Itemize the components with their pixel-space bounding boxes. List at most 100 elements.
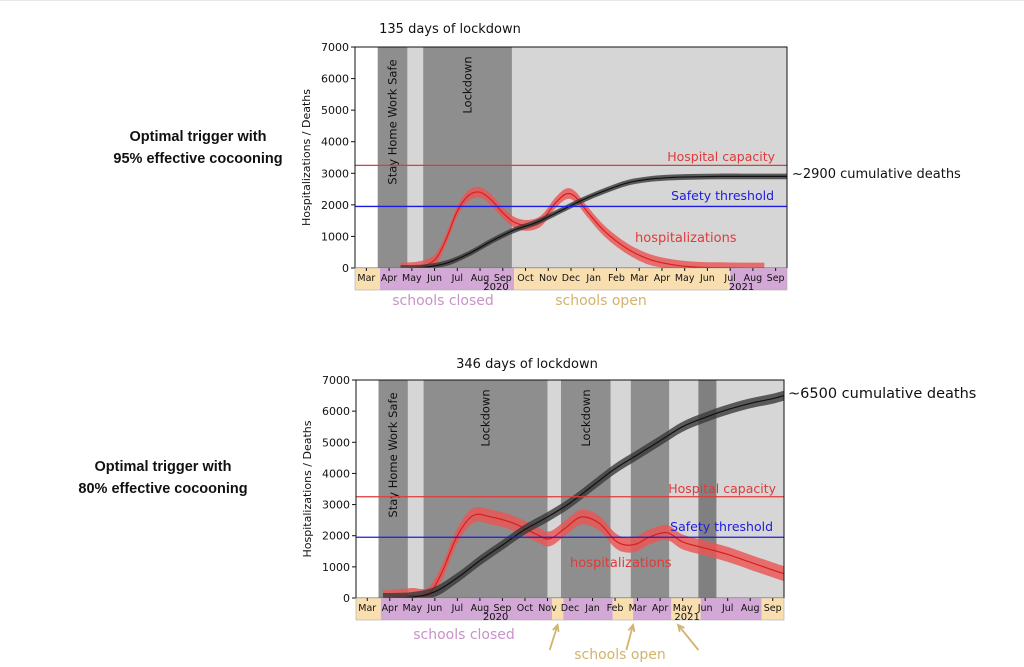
panel1-y-tick-label: 4000 <box>321 136 349 149</box>
panel1-title: 135 days of lockdown <box>379 22 521 37</box>
panel1-month-label: Sep <box>767 273 785 284</box>
panel1-month-label: Apr <box>654 273 671 284</box>
panel1-y-tick-label: 0 <box>342 262 349 275</box>
panel2-month-label: Dec <box>561 603 579 614</box>
panel1-y-tick-label: 1000 <box>321 230 349 243</box>
panel1-deaths-note: ~2900 cumulative deaths <box>792 167 961 182</box>
panel1-month-label: Mar <box>357 273 375 284</box>
panel2-month-label: May <box>402 603 422 614</box>
panel1-plot-layer: Stay Home Work Safe Lockdown 0 1000 2000 3000… <box>300 41 788 293</box>
panel2-schools-closed-segment <box>633 598 672 620</box>
panel2-schools-open-segment <box>671 598 701 620</box>
panel2-title: 346 days of lockdown <box>456 357 598 372</box>
panel2-month-label: Jul <box>451 603 463 614</box>
panel1-month-label: Feb <box>608 273 625 284</box>
panel1-intervention-period <box>377 47 408 268</box>
panel2-month-label: Aug <box>741 603 760 614</box>
top-border <box>0 0 1024 1</box>
panel2-schools-open-segment <box>356 598 381 620</box>
panel1-side-label: Optimal trigger with 95% effective cocoo… <box>88 126 308 170</box>
panel2-y-tick-label: 5000 <box>322 436 350 449</box>
panel2-y-tick-label: 4000 <box>322 467 350 480</box>
panel1-month-label: Nov <box>539 273 558 284</box>
panel1-month-label: Mar <box>630 273 648 284</box>
panel2-month-label: Mar <box>629 603 647 614</box>
panel2-y-axis-label: Hospitalizations / Deaths <box>301 420 314 557</box>
panel2-schools-open-arrow <box>548 624 559 651</box>
panel2-month-label: Aug <box>471 603 490 614</box>
panel2-plot-layer: Stay Home Work Safe Lockdown Lockdown 0 1000… <box>301 374 785 651</box>
panel2-month-label: Apr <box>652 603 669 614</box>
panel2-year-label: 2021 <box>674 612 699 623</box>
panel2-month-label: Feb <box>607 603 624 614</box>
panel1-threshold-label: Safety threshold <box>671 188 774 203</box>
panel1-period-label: Lockdown <box>461 56 475 113</box>
panel2-pre-intervention-region <box>356 380 379 598</box>
panel2-y-tick-label: 2000 <box>322 530 350 543</box>
panel1-period-label: Stay Home Work Safe <box>386 59 400 184</box>
panel1-intervention-period <box>423 47 512 268</box>
panel1-schools-closed-label: schools closed <box>392 293 494 309</box>
panel1-month-label: Jan <box>585 273 601 284</box>
panel2-month-label: Nov <box>538 603 557 614</box>
panel2-schools-open-segment <box>612 598 634 620</box>
panel2-hosp-label: hospitalizations <box>570 556 672 571</box>
panel1-month-label: Jun <box>426 273 442 284</box>
panel1-y-tick-label: 6000 <box>321 73 349 86</box>
panel1-side-label-line2: 95% effective cocooning <box>113 151 283 167</box>
panel1-schools-closed-segment <box>380 268 515 290</box>
panel2-side-label-line1: Optimal trigger with <box>94 459 232 475</box>
panel2-month-label: Jun <box>697 603 713 614</box>
panel1-schools-open-label: schools open <box>555 293 647 309</box>
panel1-month-label: Jul <box>451 273 463 284</box>
panel1-schools-open-segment <box>514 268 731 290</box>
panel1-year-label: 2021 <box>729 282 754 293</box>
panel2-chart: 346 days of lockdown Stay Home Work Safe… <box>301 357 785 663</box>
panel2-month-label: Oct <box>517 603 534 614</box>
panel2-month-label: Apr <box>382 603 399 614</box>
panel1-month-label: Aug <box>744 273 763 284</box>
panel2-threshold-label: Safety threshold <box>670 519 773 534</box>
panel1-y-tick-label: 5000 <box>321 104 349 117</box>
panel2-month-label: Jan <box>584 603 600 614</box>
panel2-deaths-line <box>382 395 785 599</box>
panel1-capacity-label: Hospital capacity <box>667 149 775 164</box>
panel2-month-label: Jul <box>721 603 733 614</box>
panel2-period-label: Stay Home Work Safe <box>386 392 400 517</box>
panel2-month-label: Mar <box>358 603 376 614</box>
panel2-hospitalizations-line <box>382 513 785 599</box>
panel2-y-tick-label: 3000 <box>322 499 350 512</box>
panel2-month-label: May <box>673 603 693 614</box>
panel2-period-label: Lockdown <box>479 389 493 446</box>
panel2-month-label: Sep <box>493 603 511 614</box>
panel2-period-label: Lockdown <box>579 389 593 446</box>
panel2-side-label: Optimal trigger with 80% effective cocoo… <box>53 456 273 500</box>
panel1-month-label: Sep <box>494 273 512 284</box>
panel2-deaths-note: ~6500 cumulative deaths <box>788 386 977 402</box>
panel1-side-label-line1: Optimal trigger with <box>129 129 267 145</box>
panel1-month-label: Aug <box>471 273 490 284</box>
panel1-month-label: May <box>402 273 422 284</box>
panel2-side-label-line2: 80% effective cocooning <box>78 481 248 497</box>
panel1-deaths-band <box>400 173 787 269</box>
panel1-schools-closed-segment <box>730 268 787 290</box>
panel2-y-tick-label: 1000 <box>322 561 350 574</box>
panel2-schools-closed-segment <box>563 598 613 620</box>
panel1-month-label: Jul <box>723 273 735 284</box>
panel1-month-label: Dec <box>562 273 580 284</box>
panel1-chart: 135 days of lockdown Stay Home Work Safe… <box>300 22 788 309</box>
panel1-month-label: Apr <box>381 273 398 284</box>
panel1-schools-open-segment <box>355 268 381 290</box>
panel2-deaths-band <box>383 390 784 599</box>
panel1-month-label: Jun <box>699 273 715 284</box>
panel2-y-tick-label: 6000 <box>322 405 350 418</box>
panel1-hosp-label: hospitalizations <box>635 231 737 246</box>
panel1-year-label: 2020 <box>483 282 508 293</box>
panel2-month-label: Sep <box>764 603 782 614</box>
panel2-schools-closed-label: schools closed <box>413 627 515 643</box>
panel2-y-tick-label: 7000 <box>322 374 350 387</box>
panel1-month-label: May <box>675 273 695 284</box>
panel1-y-axis-label: Hospitalizations / Deaths <box>300 89 313 226</box>
panel1-deaths-line <box>400 175 787 269</box>
panel1-y-tick-label: 7000 <box>321 41 349 54</box>
